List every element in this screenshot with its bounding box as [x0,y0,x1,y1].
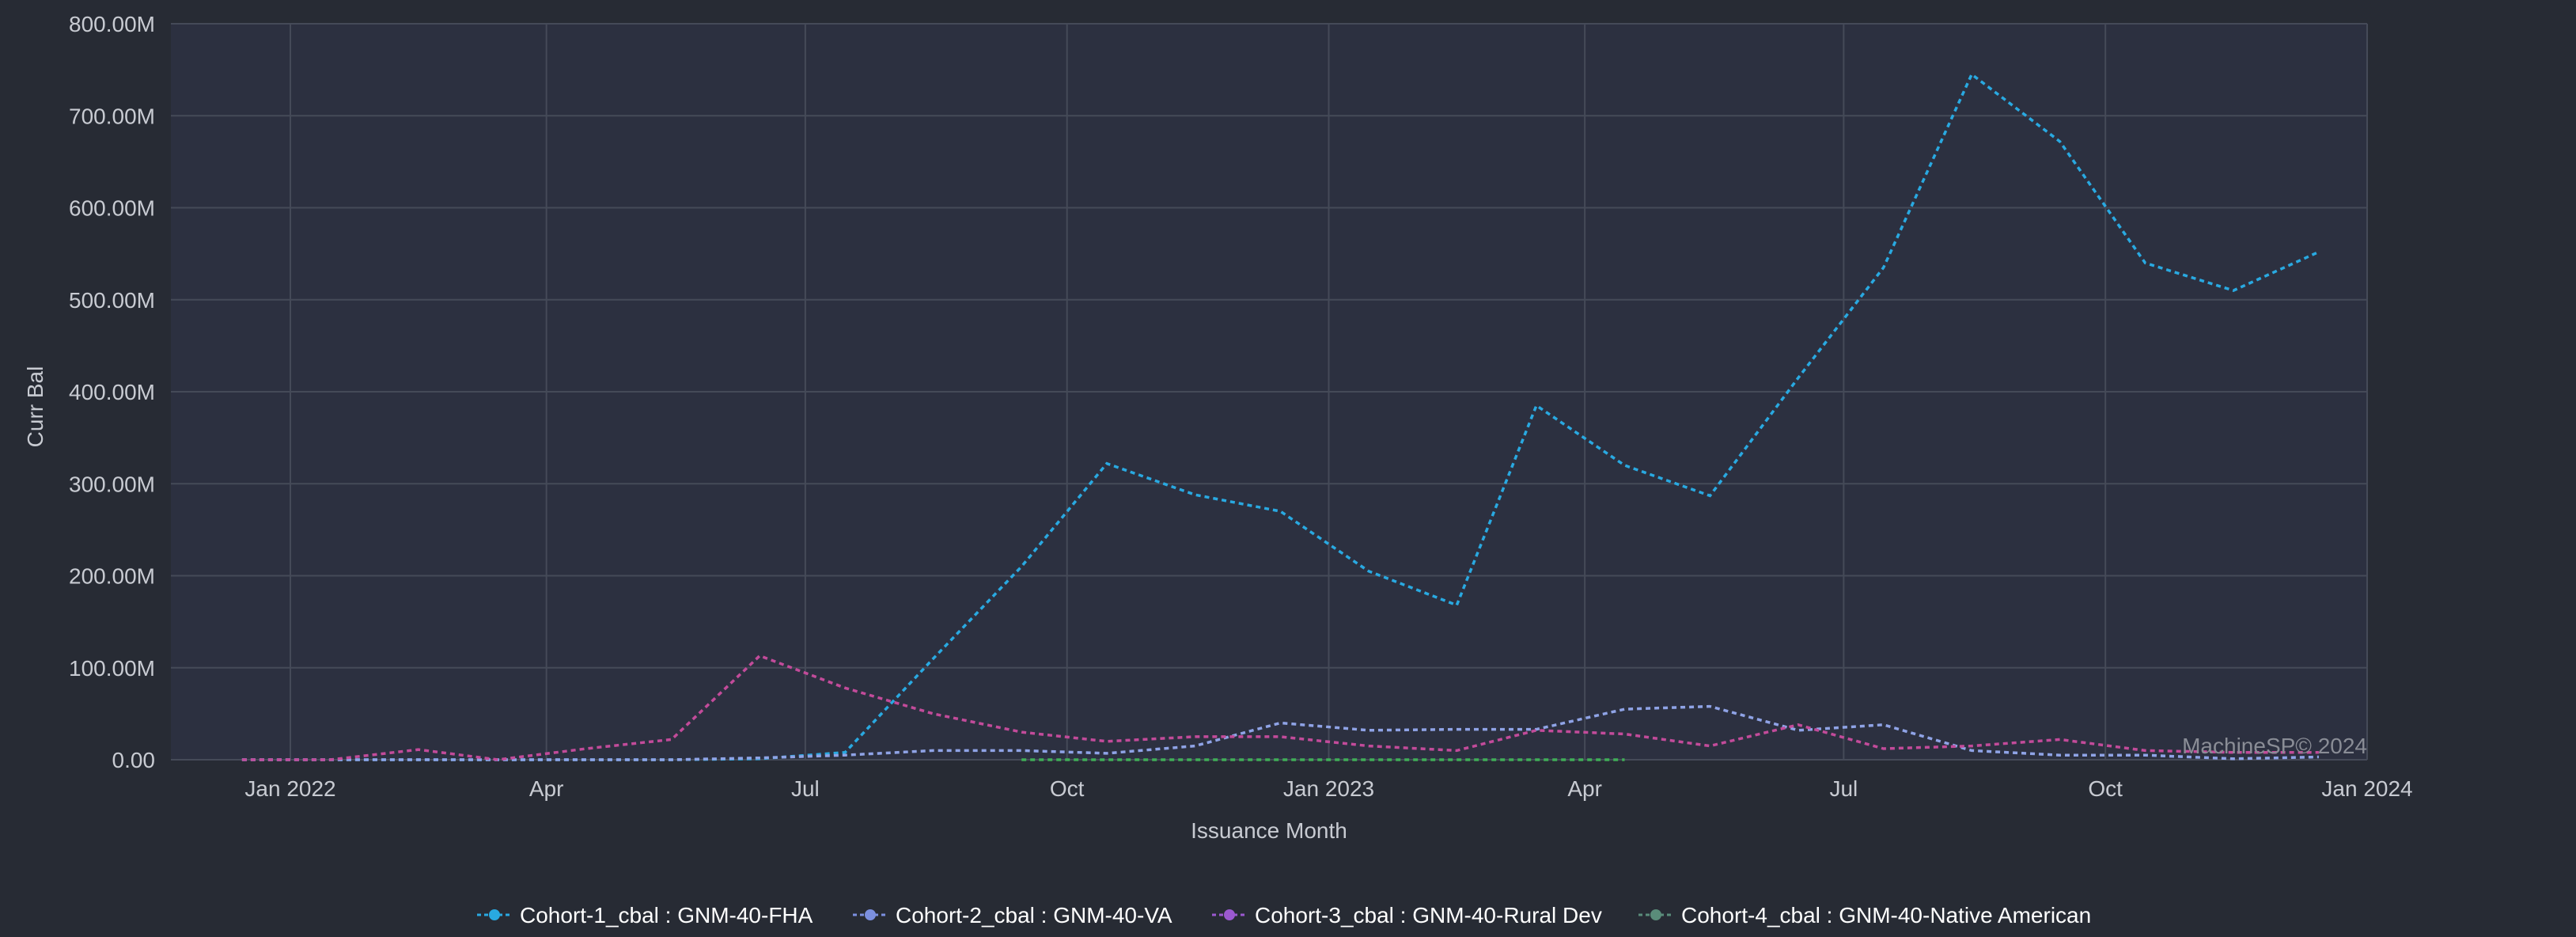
y-tick-label: 100.00M [69,656,155,681]
x-tick-label: Oct [1050,776,1085,801]
legend-marker-2[interactable] [865,909,876,920]
legend: Cohort-1_cbal : GNM-40-FHA Cohort-2_cbal … [477,903,2091,928]
y-tick-label: 500.00M [69,288,155,313]
legend-label-3[interactable]: Cohort-3_cbal : GNM-40-Rural Dev [1255,903,1602,928]
x-axis-ticks: Jan 2022 Apr Jul Oct Jan 2023 Apr Jul Oct Jan 20… [244,776,2412,801]
series-line-2 [241,704,2319,761]
legend-marker-3[interactable] [1224,909,1235,920]
y-tick-label: 600.00M [69,196,155,221]
x-tick-label: Apr [529,776,564,801]
x-tick-label: Jan 2022 [244,776,335,801]
legend-label-2[interactable]: Cohort-2_cbal : GNM-40-VA [896,903,1172,928]
x-axis-title: Issuance Month [1191,818,1347,843]
x-tick-label: Apr [1567,776,1602,801]
series-line-3 [241,654,2319,761]
y-axis-ticks: 0.00 100.00M 200.00M 300.00M 400.00M 500.00M 6… [69,12,155,772]
legend-marker-4[interactable] [1650,909,1661,920]
legend-marker-1[interactable] [489,909,500,920]
legend-label-1[interactable]: Cohort-1_cbal : GNM-40-FHA [520,903,813,928]
x-tick-label: Jul [1829,776,1858,801]
y-tick-label: 700.00M [69,104,155,128]
x-tick-label: Jan 2023 [1283,776,1374,801]
legend-label-4[interactable]: Cohort-4_cbal : GNM-40-Native American [1681,903,2091,928]
grid-lines [171,23,2368,761]
series-lines [241,72,2320,761]
x-tick-label: Jan 2024 [2321,776,2412,801]
y-tick-label: 300.00M [69,472,155,496]
x-tick-label: Oct [2088,776,2123,801]
y-tick-label: 0.00 [112,748,156,772]
x-tick-label: Jul [791,776,820,801]
watermark: MachineSP© 2024 [2182,734,2367,758]
y-tick-label: 400.00M [69,380,155,404]
y-tick-label: 800.00M [69,12,155,36]
y-tick-label: 200.00M [69,564,155,589]
y-axis-title: Curr Bal [23,366,47,448]
